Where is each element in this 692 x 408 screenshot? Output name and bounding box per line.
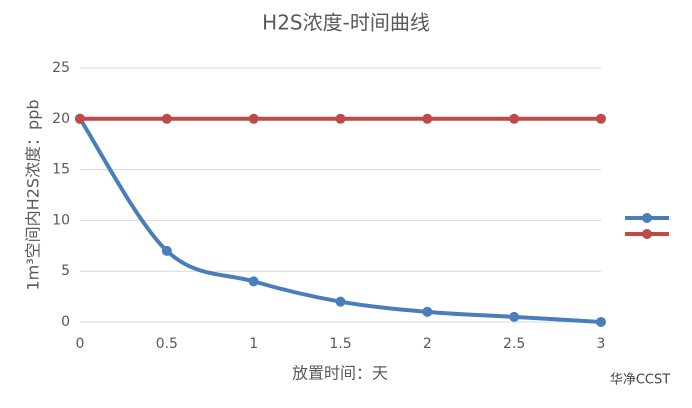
x-axis-label: 放置时间：天 [292,364,388,383]
data-point [161,113,172,124]
x-tick-label: 1.5 [329,336,351,352]
x-tick-label: 1 [249,336,258,352]
legend-marker [642,213,652,223]
legend-marker [642,229,652,239]
y-tick-label: 0 [61,314,70,330]
chart-title: H2S浓度-时间曲线 [262,11,430,35]
data-point [596,317,606,327]
x-tick-label: 2.5 [503,336,525,352]
data-point [509,113,520,124]
data-point [248,113,259,124]
data-point [422,113,433,124]
watermark: 华净CCST [610,373,670,388]
data-point [509,311,520,322]
y-tick-label: 25 [52,60,70,76]
data-point [248,276,259,287]
x-tick-label: 0 [76,336,85,352]
data-point [335,296,346,307]
data-point [422,306,433,317]
y-tick-label: 5 [61,263,70,279]
x-tick-label: 2 [423,336,432,352]
y-tick-label: 10 [52,212,70,228]
x-tick-label: 0.5 [156,336,178,352]
data-point [596,113,606,124]
y-tick-label: 15 [52,162,70,178]
y-tick-label: 20 [52,111,70,127]
data-point [161,245,172,256]
y-axis-label: 1m³空间内H2S浓度：ppb [24,99,43,290]
data-point [75,113,85,124]
x-tick-label: 3 [597,336,606,352]
data-point [335,113,346,124]
